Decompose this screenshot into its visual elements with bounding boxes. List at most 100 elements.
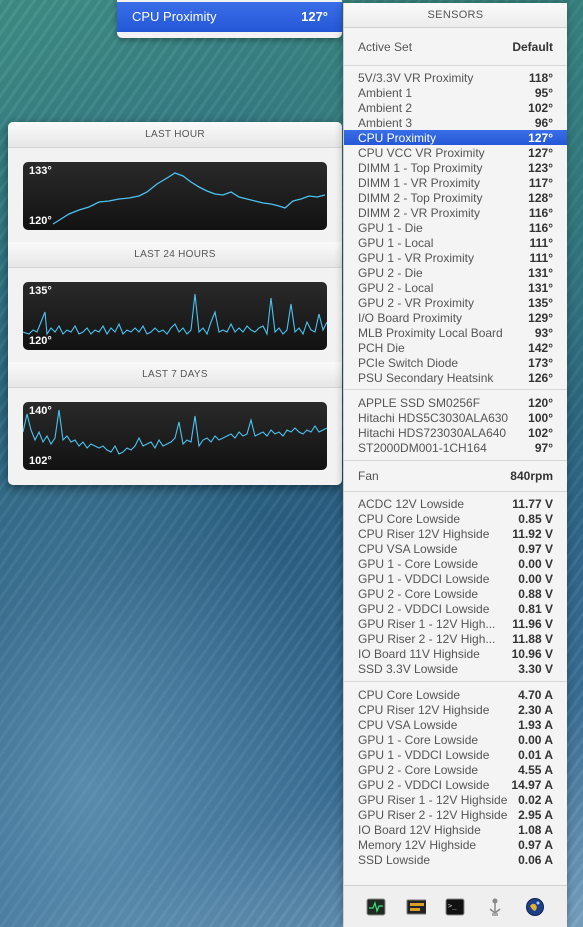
temperature-sensor-row[interactable]: CPU VCC VR Proximity 127° [344,145,567,160]
active-set-value: Default [512,40,553,54]
current-sensor-row[interactable]: GPU 1 - VDDCI Lowside 0.01 A [344,747,567,762]
temperature-sensor-row-value: 135° [528,295,553,310]
current-sensor-row[interactable]: GPU 1 - Core Lowside 0.00 A [344,732,567,747]
drive-sensor-row-value: 102° [528,425,553,440]
drive-sensor-row[interactable]: Hitachi HDS723030ALA640 102° [344,425,567,440]
current-sensor-row[interactable]: GPU 2 - Core Lowside 4.55 A [344,762,567,777]
history-graph-7d: 140° 102° [23,402,327,470]
current-sensor-row-label: GPU 2 - Core Lowside [358,762,479,777]
temperature-sensor-row-label: DIMM 1 - VR Proximity [358,175,481,190]
network-globe-icon[interactable] [525,897,545,917]
temperature-sensor-row[interactable]: Ambient 3 96° [344,115,567,130]
temperature-sensor-row[interactable]: 5V/3.3V VR Proximity 118° [344,70,567,85]
temperature-sensor-row[interactable]: DIMM 2 - VR Proximity 116° [344,205,567,220]
temperature-sensor-row-label: DIMM 2 - Top Proximity [358,190,483,205]
voltage-sensor-row[interactable]: GPU 2 - VDDCI Lowside 0.81 V [344,601,567,616]
drive-sensor-row[interactable]: Hitachi HDS5C3030ALA630 100° [344,410,567,425]
voltage-sensor-row[interactable]: GPU Riser 2 - 12V High... 11.88 V [344,631,567,646]
voltage-sensor-row[interactable]: GPU 1 - Core Lowside 0.00 V [344,556,567,571]
temperature-sensor-row[interactable]: MLB Proximity Local Board 93° [344,325,567,340]
history-graph-hour: 133° 120° [23,162,327,230]
temperature-sensor-row-value: 95° [534,85,553,100]
current-sensor-row-label: GPU 2 - VDDCI Lowside [358,777,490,792]
active-set-row[interactable]: Active Set Default [344,38,567,56]
terminal-icon[interactable]: >_ [445,897,465,917]
activity-monitor-icon[interactable] [366,897,386,917]
voltage-sensor-row[interactable]: CPU VSA Lowside 0.97 V [344,541,567,556]
current-sensor-row-label: GPU Riser 1 - 12V Highside [358,792,508,807]
current-sensor-row[interactable]: IO Board 12V Highside 1.08 A [344,822,567,837]
current-list: CPU Core Lowside 4.70 A CPU Riser 12V High… [344,687,567,867]
usb-icon[interactable] [485,897,505,917]
temperature-sensor-row-value: 117° [528,175,553,190]
temperature-sensor-row[interactable]: DIMM 1 - VR Proximity 117° [344,175,567,190]
divider [344,65,567,66]
voltage-sensor-row-value: 11.77 V [512,496,553,511]
temperature-sensor-row[interactable]: GPU 1 - VR Proximity 111° [344,250,567,265]
drive-temperature-list: APPLE SSD SM0256F 120° Hitachi HDS5C3030AL… [344,395,567,455]
voltage-sensor-row[interactable]: ACDC 12V Lowside 11.77 V [344,496,567,511]
voltage-sensor-row-value: 0.00 V [518,556,553,571]
drive-sensor-row-value: 97° [534,440,553,455]
current-sensor-row[interactable]: CPU Core Lowside 4.70 A [344,687,567,702]
current-sensor-row[interactable]: SSD Lowside 0.06 A [344,852,567,867]
istat-display-icon[interactable] [406,897,426,917]
current-sensor-row-label: Memory 12V Highside [358,837,477,852]
temperature-sensor-row-value: 116° [528,220,553,235]
current-sensor-popup: CPU Proximity 127° [117,0,342,38]
drive-sensor-row[interactable]: ST2000DM001-1CH164 97° [344,440,567,455]
fan-label: Fan [358,469,379,483]
voltage-sensor-row[interactable]: CPU Riser 12V Highside 11.92 V [344,526,567,541]
current-sensor-row[interactable]: Memory 12V Highside 0.97 A [344,837,567,852]
current-sensor-row-value: 1.93 A [518,717,553,732]
fan-row[interactable]: Fan 840rpm [344,467,567,485]
temperature-sensor-row-label: Ambient 1 [358,85,413,100]
temperature-sensor-row[interactable]: Ambient 1 95° [344,85,567,100]
temperature-sensor-row[interactable]: I/O Board Proximity 129° [344,310,567,325]
current-sensor-row-value: 2.95 A [518,807,553,822]
temperature-sensor-row[interactable]: DIMM 2 - Top Proximity 128° [344,190,567,205]
temperature-sensor-row[interactable]: CPU Proximity 127° [344,130,567,145]
history-title-7d: LAST 7 DAYS [8,362,342,388]
temperature-sensor-row[interactable]: GPU 1 - Local 111° [344,235,567,250]
current-sensor-row-label: GPU 1 - VDDCI Lowside [358,747,490,762]
voltage-sensor-row[interactable]: GPU 1 - VDDCI Lowside 0.00 V [344,571,567,586]
graph-line-hour [52,172,326,225]
temperature-sensor-row[interactable]: DIMM 1 - Top Proximity 123° [344,160,567,175]
current-sensor-label: CPU Proximity [132,9,217,24]
voltage-sensor-row[interactable]: SSD 3.3V Lowside 3.30 V [344,661,567,676]
current-sensor-row[interactable]: GPU Riser 2 - 12V Highside 2.95 A [344,807,567,822]
temperature-sensor-row-value: 129° [528,310,553,325]
temperature-sensor-row[interactable]: PCIe Switch Diode 173° [344,355,567,370]
temperature-sensor-row[interactable]: PSU Secondary Heatsink 126° [344,370,567,385]
voltage-sensor-row[interactable]: CPU Core Lowside 0.85 V [344,511,567,526]
drive-sensor-row[interactable]: APPLE SSD SM0256F 120° [344,395,567,410]
temperature-sensor-row-label: MLB Proximity Local Board [358,325,503,340]
voltage-sensor-row[interactable]: GPU Riser 1 - 12V High... 11.96 V [344,616,567,631]
current-sensor-row-value: 0.06 A [518,852,553,867]
temperature-sensor-row-label: PCIe Switch Diode [358,355,459,370]
voltage-sensor-row[interactable]: IO Board 11V Highside 10.96 V [344,646,567,661]
temperature-sensor-row[interactable]: GPU 2 - Die 131° [344,265,567,280]
temperature-sensor-row[interactable]: GPU 2 - VR Proximity 135° [344,295,567,310]
voltage-sensor-row[interactable]: GPU 2 - Core Lowside 0.88 V [344,586,567,601]
temperature-sensor-row[interactable]: GPU 2 - Local 131° [344,280,567,295]
temperature-sensor-row-label: DIMM 2 - VR Proximity [358,205,481,220]
current-sensor-row[interactable]: CPU Proximity 127° [117,2,342,32]
temperature-sensor-row[interactable]: Ambient 2 102° [344,100,567,115]
temperature-sensor-row-value: 142° [528,340,553,355]
temperature-sensor-row[interactable]: GPU 1 - Die 116° [344,220,567,235]
temperature-sensor-row-value: 118° [528,70,553,85]
voltage-sensor-row-label: GPU Riser 2 - 12V High... [358,631,496,646]
temperature-sensor-row-value: 102° [528,100,553,115]
current-sensor-row[interactable]: GPU Riser 1 - 12V Highside 0.02 A [344,792,567,807]
current-sensor-row[interactable]: CPU Riser 12V Highside 2.30 A [344,702,567,717]
voltage-sensor-row-value: 11.92 V [512,526,553,541]
current-sensor-row[interactable]: CPU VSA Lowside 1.93 A [344,717,567,732]
temperature-sensor-row[interactable]: PCH Die 142° [344,340,567,355]
current-sensor-row-value: 4.55 A [518,762,553,777]
current-sensor-row[interactable]: GPU 2 - VDDCI Lowside 14.97 A [344,777,567,792]
voltage-sensor-row-value: 3.30 V [518,661,553,676]
voltage-sensor-row-value: 11.88 V [512,631,553,646]
temperature-sensor-row-value: 127° [528,130,553,145]
